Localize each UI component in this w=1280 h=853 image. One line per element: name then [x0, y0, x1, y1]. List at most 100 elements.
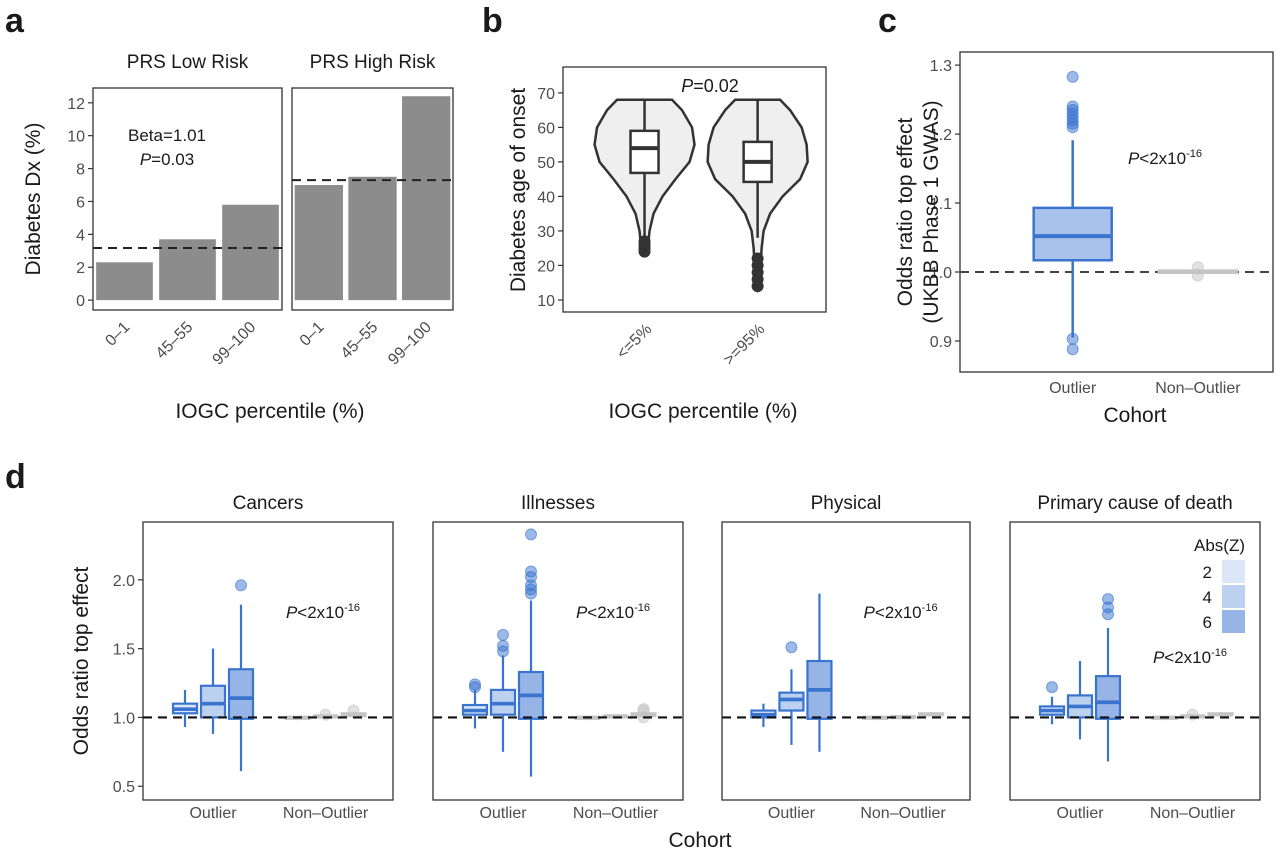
outlier: [1066, 343, 1079, 356]
outlier: [1046, 681, 1058, 694]
x-tick-label: Outlier: [189, 805, 237, 822]
x-tick-label: Non–Outlier: [283, 805, 369, 822]
y-tick-label: 1.3: [930, 58, 952, 75]
x-tick-label: 0–1: [297, 319, 328, 350]
x-tick-label: 45–55: [338, 319, 382, 363]
strip-title: PRS Low Risk: [127, 52, 249, 73]
annotation-part: <2x10: [1164, 648, 1211, 667]
panel-letter: c: [878, 2, 897, 40]
outlier: [1102, 593, 1114, 606]
panel-letter: b: [482, 2, 503, 40]
panel-frame: [562, 66, 827, 313]
annotation-part: -16: [634, 602, 650, 614]
strip-title: Cancers: [233, 493, 304, 514]
annotation: P<2x10-16: [864, 602, 938, 622]
y-tick-label: 1.1: [930, 196, 952, 213]
outlier: [525, 528, 537, 541]
box: [778, 691, 805, 712]
annotation: P<2x10-16: [286, 602, 360, 622]
annotation-part: P: [1153, 648, 1165, 667]
y-axis-title: Diabetes age of onset: [507, 88, 530, 292]
x-tick-label: Non–Outlier: [1150, 805, 1236, 822]
y-tick-label: 20: [537, 258, 555, 275]
x-tick-label: Non–Outlier: [573, 805, 659, 822]
y-tick-label: 1.0: [113, 710, 135, 727]
y-tick-label: 10: [67, 129, 85, 146]
x-tick-label: >=95%: [721, 321, 769, 369]
x-axis-title: IOGC percentile (%): [608, 400, 797, 423]
legend-swatch: [1222, 610, 1245, 633]
panel-frame: [142, 521, 394, 801]
annotation-part: =0.03: [151, 150, 194, 169]
annotation: P=0.02: [681, 76, 739, 96]
annotation-part: <2x10: [1139, 149, 1186, 168]
strip-title: Physical: [811, 493, 882, 514]
bar: [96, 262, 153, 301]
x-tick-label: Outlier: [1056, 805, 1104, 822]
legend-swatch: [1222, 560, 1245, 583]
x-tick-label: <=5%: [614, 321, 656, 363]
y-tick-label: 1.2: [930, 127, 952, 144]
panel-frame: [959, 51, 1274, 373]
box: [1032, 206, 1113, 262]
x-tick-label: Outlier: [1049, 380, 1097, 397]
legend-label: 2: [1203, 563, 1212, 582]
x-axis-title: Cohort: [1103, 404, 1166, 427]
box: [1094, 675, 1122, 720]
strip-title: PRS High Risk: [310, 52, 436, 73]
box: [199, 684, 227, 719]
annotation-part: =0.02: [693, 76, 739, 96]
outlier: [497, 628, 509, 641]
annotation-part: <2x10: [587, 603, 634, 622]
y-axis-title: Odds ratio top effect: [70, 566, 93, 755]
outlier: [235, 579, 247, 592]
legend-swatch: [1222, 585, 1245, 608]
x-tick-label: Non–Outlier: [860, 805, 946, 822]
annotation-part: -16: [1211, 647, 1227, 659]
y-tick-label: 10: [537, 293, 555, 310]
annotation-part: P: [576, 603, 588, 622]
annotation-part: P: [864, 603, 876, 622]
y-tick-label: 30: [537, 224, 555, 241]
box: [227, 668, 255, 720]
y-tick-label: 2.0: [113, 573, 135, 590]
outlier: [1066, 332, 1079, 345]
outlier: [525, 565, 537, 578]
panel-frame: [1009, 521, 1261, 801]
outlier: [469, 678, 481, 691]
y-tick-label: 0: [76, 293, 85, 310]
annotation-part: <2x10: [297, 603, 344, 622]
bar: [402, 96, 451, 301]
annotation-part: -16: [1186, 148, 1202, 160]
legend-label: 6: [1203, 613, 1212, 632]
outlier: [638, 235, 651, 248]
y-axis-title: (UKBB Phase 1 GWAS): [920, 100, 943, 323]
annotation-part: P: [681, 76, 693, 96]
annotation: Beta=1.01: [128, 126, 206, 145]
legend-label: 4: [1203, 588, 1212, 607]
annotation: P<2x10-16: [1153, 647, 1227, 667]
annotation: P<2x10-16: [576, 602, 650, 622]
y-axis-title: Diabetes Dx (%): [22, 123, 45, 276]
box: [629, 129, 660, 175]
y-tick-label: 1.0: [930, 265, 952, 282]
annotation-part: P: [1128, 149, 1140, 168]
x-tick-label: 45–55: [153, 319, 197, 363]
y-tick-label: 40: [537, 189, 555, 206]
outlier: [751, 252, 764, 265]
annotation-part: -16: [344, 602, 360, 614]
legend-title: Abs(Z): [1194, 536, 1245, 555]
y-tick-label: 4: [76, 227, 85, 244]
x-tick-label: 99–100: [385, 319, 435, 369]
y-tick-label: 70: [537, 86, 555, 103]
annotation-part: <2x10: [875, 603, 922, 622]
strip-title: Primary cause of death: [1037, 493, 1232, 514]
bar: [159, 239, 216, 301]
y-tick-label: 8: [76, 162, 85, 179]
panel-letter: d: [5, 458, 26, 496]
x-tick-label: 99–100: [210, 319, 260, 369]
x-tick-label: 0–1: [102, 319, 133, 350]
outlier: [1066, 100, 1079, 113]
panel-letter: a: [5, 2, 25, 40]
